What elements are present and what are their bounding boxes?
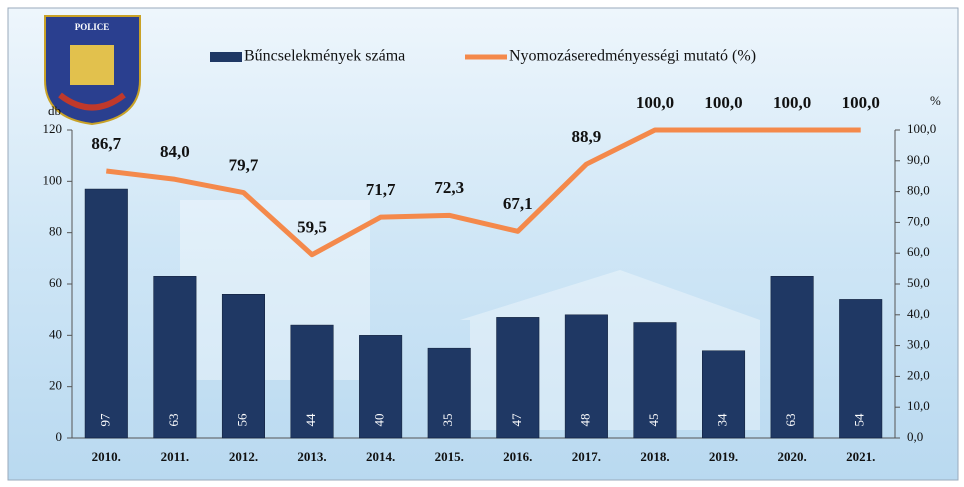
bar bbox=[290, 324, 334, 439]
bar-value-label: 54 bbox=[852, 413, 867, 427]
bar-value-label: 40 bbox=[372, 414, 387, 427]
x-tick-label: 2012. bbox=[229, 449, 258, 464]
x-tick-label: 2015. bbox=[435, 449, 464, 464]
legend-swatch bbox=[210, 52, 242, 62]
bar-value-label: 35 bbox=[440, 414, 455, 427]
x-tick-label: 2017. bbox=[572, 449, 601, 464]
y-tick-label: 120 bbox=[43, 121, 63, 136]
bar-value-label: 56 bbox=[234, 413, 249, 427]
x-tick-label: 2014. bbox=[366, 449, 395, 464]
x-tick-label: 2013. bbox=[297, 449, 326, 464]
bar bbox=[564, 314, 608, 439]
line-value-label: 86,7 bbox=[91, 134, 121, 153]
y2-tick-label: 60,0 bbox=[907, 244, 930, 259]
line-value-label: 71,7 bbox=[366, 180, 396, 199]
line-value-label: 100,0 bbox=[773, 93, 811, 112]
line-value-label: 79,7 bbox=[229, 155, 259, 174]
x-tick-label: 2016. bbox=[503, 449, 532, 464]
x-tick-label: 2020. bbox=[778, 449, 807, 464]
y-tick-label: 80 bbox=[49, 224, 62, 239]
bar bbox=[839, 299, 883, 439]
line-value-label: 59,5 bbox=[297, 218, 327, 237]
bar bbox=[84, 188, 128, 439]
y-axis-label: db bbox=[48, 103, 61, 118]
y2-tick-label: 90,0 bbox=[907, 152, 930, 167]
x-tick-label: 2019. bbox=[709, 449, 738, 464]
legend-label: Nyomozáseredményességi mutató (%) bbox=[509, 48, 756, 65]
x-tick-label: 2018. bbox=[640, 449, 669, 464]
line-value-label: 88,9 bbox=[572, 127, 602, 146]
y2-axis-label: % bbox=[930, 93, 941, 108]
y2-tick-label: 100,0 bbox=[907, 121, 936, 136]
bar-value-label: 45 bbox=[646, 414, 661, 427]
y-tick-label: 40 bbox=[49, 326, 62, 341]
y2-tick-label: 50,0 bbox=[907, 275, 930, 290]
logo: POLICE bbox=[44, 15, 141, 126]
y2-tick-label: 70,0 bbox=[907, 213, 930, 228]
bar bbox=[153, 276, 197, 439]
bar bbox=[221, 294, 265, 439]
y2-tick-label: 30,0 bbox=[907, 337, 930, 352]
y-tick-label: 100 bbox=[43, 172, 63, 187]
bar bbox=[633, 322, 677, 439]
y2-tick-label: 20,0 bbox=[907, 367, 930, 382]
bar-value-label: 63 bbox=[166, 414, 181, 427]
x-tick-label: 2010. bbox=[92, 449, 121, 464]
line-value-label: 100,0 bbox=[842, 93, 880, 112]
y-tick-label: 0 bbox=[56, 429, 63, 444]
bar bbox=[359, 335, 403, 439]
line bbox=[105, 127, 861, 258]
legend-label: Bűncselekmények száma bbox=[244, 48, 405, 65]
y2-tick-label: 10,0 bbox=[907, 398, 930, 413]
x-tick-label: 2011. bbox=[161, 449, 190, 464]
line-value-label: 67,1 bbox=[503, 194, 533, 213]
line-value-label: 84,0 bbox=[160, 142, 190, 161]
bar bbox=[427, 347, 471, 439]
y-tick-label: 20 bbox=[49, 378, 62, 393]
bar-value-label: 44 bbox=[303, 413, 318, 427]
bar bbox=[770, 276, 814, 439]
y2-tick-label: 40,0 bbox=[907, 306, 930, 321]
x-tick-label: 2021. bbox=[846, 449, 875, 464]
y-tick-label: 60 bbox=[49, 275, 62, 290]
y2-tick-label: 80,0 bbox=[907, 183, 930, 198]
line-value-label: 100,0 bbox=[704, 93, 742, 112]
line-value-label: 100,0 bbox=[636, 93, 674, 112]
bar bbox=[702, 350, 746, 439]
logo-text: POLICE bbox=[75, 22, 110, 32]
bar-value-label: 34 bbox=[715, 413, 730, 427]
bar bbox=[496, 317, 540, 439]
bar-value-label: 48 bbox=[577, 414, 592, 427]
y2-tick-label: 0,0 bbox=[907, 429, 923, 444]
line-value-label: 72,3 bbox=[434, 178, 464, 197]
bar-value-label: 47 bbox=[509, 413, 524, 427]
bar-value-label: 63 bbox=[783, 414, 798, 427]
bar-value-label: 97 bbox=[97, 413, 112, 427]
